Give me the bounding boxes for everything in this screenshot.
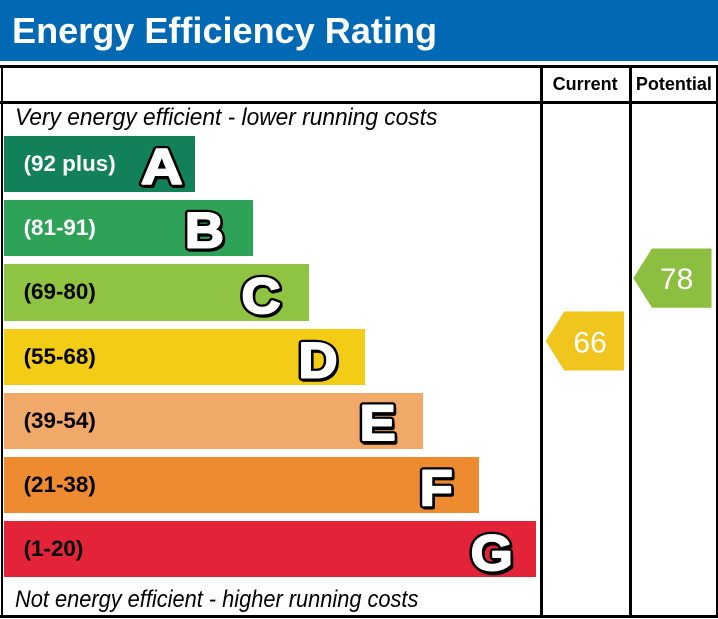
svg-text:G: G xyxy=(472,528,514,582)
svg-text:C: C xyxy=(241,269,280,325)
svg-text:E: E xyxy=(361,398,397,454)
svg-text:D: D xyxy=(300,335,339,390)
svg-text:A: A xyxy=(142,141,184,197)
svg-text:78: 78 xyxy=(660,263,693,296)
svg-text:E: E xyxy=(360,396,396,452)
svg-text:A: A xyxy=(141,140,183,195)
svg-text:F: F xyxy=(421,463,454,518)
svg-text:D: D xyxy=(298,333,337,389)
svg-text:F: F xyxy=(420,461,453,517)
svg-text:B: B xyxy=(186,206,225,262)
svg-text:B: B xyxy=(185,204,224,259)
svg-text:E: E xyxy=(360,396,396,452)
svg-text:C: C xyxy=(243,271,282,326)
svg-text:D: D xyxy=(298,333,337,389)
svg-text:G: G xyxy=(471,526,513,582)
svg-text:C: C xyxy=(241,269,280,325)
svg-text:F: F xyxy=(420,461,453,517)
svg-text:B: B xyxy=(185,204,224,259)
svg-text:G: G xyxy=(471,526,513,582)
svg-text:A: A xyxy=(141,140,183,195)
svg-text:66: 66 xyxy=(573,326,606,359)
